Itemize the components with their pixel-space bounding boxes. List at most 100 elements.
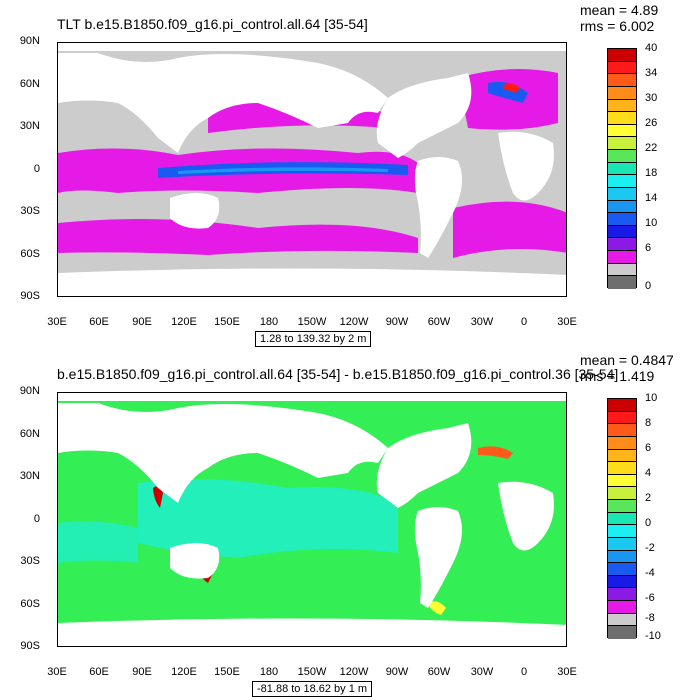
colorbar-swatch — [608, 251, 636, 264]
colorbar-label: 26 — [645, 117, 658, 129]
rms-value: rms = 6.002 — [580, 18, 655, 34]
colorbar-swatch — [608, 276, 636, 289]
lon-label: 60E — [89, 316, 109, 328]
colorbar-swatch — [608, 575, 636, 589]
lat-label: 60S — [20, 248, 40, 260]
colorbar-label: 6 — [645, 242, 652, 254]
map-canvas — [58, 43, 566, 296]
colorbar-label: -8 — [645, 612, 655, 624]
lon-label: 60E — [89, 666, 109, 678]
lon-label: 150W — [297, 316, 327, 328]
colorbar-swatch — [608, 500, 636, 513]
colorbar-label: 10 — [645, 392, 658, 404]
colorbar-label: 34 — [645, 67, 658, 79]
land-eurasia — [58, 403, 388, 503]
colorbar-swatch — [608, 213, 636, 226]
indian-anomaly — [58, 521, 138, 563]
colorbar-label: 8 — [645, 417, 652, 429]
colorbar-label: 18 — [645, 167, 658, 179]
colorbar-swatch — [608, 150, 636, 163]
lon-label: 30E — [557, 666, 577, 678]
lon-label: 60W — [427, 316, 451, 328]
colorbar-swatch — [608, 225, 636, 239]
lat-label: 30S — [20, 205, 40, 217]
lon-label: 0 — [520, 666, 528, 678]
gulf-stream-peak — [503, 83, 520, 93]
colorbar-swatch — [608, 436, 636, 450]
colorbar-swatch — [608, 462, 636, 475]
kuroshio-anomaly — [153, 486, 163, 508]
map-canvas — [58, 393, 566, 646]
colorbar-swatch — [608, 626, 636, 639]
land-south-america — [414, 507, 462, 608]
lat-label: 30N — [19, 120, 40, 132]
land-africa — [498, 481, 554, 551]
colorbar-swatch — [608, 175, 636, 188]
pacific-anomaly — [138, 479, 398, 558]
colorbar-label: 2 — [645, 492, 652, 504]
colorbar-swatch — [608, 449, 636, 463]
southern-band — [58, 219, 418, 255]
lat-label: 60N — [19, 428, 40, 440]
lat-label: 30N — [19, 470, 40, 482]
lat-label: 90S — [20, 290, 40, 302]
lon-label: 90E — [132, 316, 152, 328]
lon-label: 150W — [297, 666, 327, 678]
colorbar-swatch — [608, 613, 636, 627]
colorbar-label: -2 — [645, 542, 655, 554]
map-panel-bottom: b.e15.B1850.f09_g16.pi_control.all.64 [3… — [0, 350, 700, 700]
lon-label: 120W — [339, 666, 369, 678]
colorbar-swatch — [608, 137, 636, 150]
map-area — [57, 42, 567, 297]
lat-label: 90N — [19, 385, 40, 397]
lon-label: 180 — [259, 666, 279, 678]
lon-label: 120E — [171, 316, 197, 328]
land-antarctica — [58, 618, 566, 646]
north-atlantic-band — [458, 69, 558, 130]
colorbar-swatch — [608, 424, 636, 437]
map-area — [57, 392, 567, 647]
colorbar-label: -6 — [645, 592, 655, 604]
colorbar-label: 30 — [645, 92, 658, 104]
lat-label: 60S — [20, 598, 40, 610]
colorbar-label: 10 — [645, 217, 658, 229]
lon-label: 120W — [339, 316, 369, 328]
mean-value: mean = 4.89 — [580, 2, 659, 18]
lat-label: 60N — [19, 78, 40, 90]
lat-label: 0 — [33, 513, 40, 525]
colorbar-swatch — [608, 124, 636, 138]
land-australia — [170, 193, 220, 229]
lon-label: 150E — [214, 316, 240, 328]
lon-label: 150E — [214, 666, 240, 678]
colorbar-swatch — [608, 61, 636, 75]
rms-value: rms = 1.419 — [580, 368, 655, 384]
colorbar-swatch — [608, 411, 636, 425]
south-atlantic-band — [453, 201, 566, 258]
map-panel-top: TLT b.e15.B1850.f09_g16.pi_control.all.6… — [19, 2, 659, 347]
colorbar-swatch — [608, 563, 636, 576]
colorbar-label: 6 — [645, 442, 652, 454]
colorbar-swatch — [608, 86, 636, 100]
lon-label: 90W — [385, 316, 409, 328]
colorbar-swatch — [608, 550, 636, 564]
colorbar-swatch — [608, 474, 636, 488]
colorbar-label: 40 — [645, 42, 658, 54]
land-north-america — [376, 73, 472, 158]
lon-label: 30W — [470, 666, 494, 678]
land-south-america — [414, 157, 462, 258]
contour-range-label: 1.28 to 139.32 by 2 m — [255, 331, 372, 347]
contour-range-label: -81.88 to 18.62 by 1 m — [252, 681, 373, 697]
colorbar-swatch — [608, 588, 636, 601]
colorbar-swatch — [608, 187, 636, 201]
colorbar-swatch — [608, 238, 636, 251]
lon-label: 180 — [259, 316, 279, 328]
colorbar-swatch — [608, 399, 636, 412]
lon-label: 30E — [47, 666, 67, 678]
lon-label: 120E — [171, 666, 197, 678]
map-title: TLT b.e15.B1850.f09_g16.pi_control.all.6… — [57, 16, 368, 32]
map-title: b.e15.B1850.f09_g16.pi_control.all.64 [3… — [57, 366, 619, 382]
colorbar-label: 0 — [645, 280, 652, 292]
south-atlantic-anomaly — [428, 601, 446, 615]
colorbar-label: 0 — [645, 517, 652, 529]
colorbar-label: 14 — [645, 192, 658, 204]
